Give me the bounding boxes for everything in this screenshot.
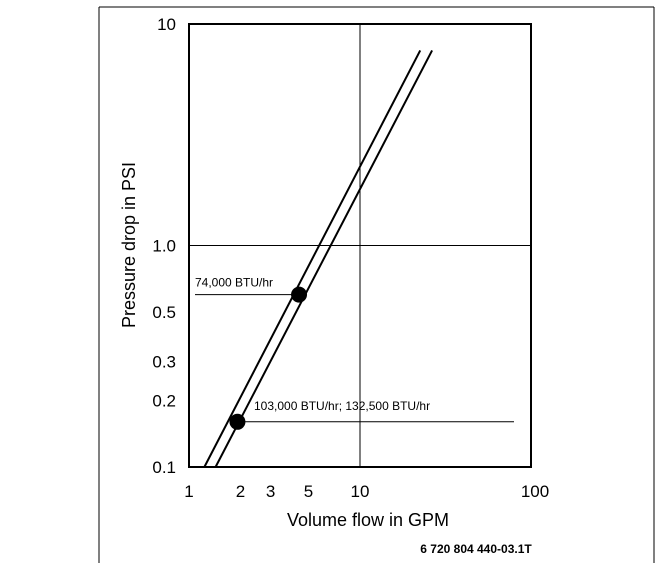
annotation-label: 74,000 BTU/hr — [195, 276, 273, 290]
y-tick-label: 0.3 — [152, 352, 176, 371]
x-tick-label: 1 — [184, 482, 193, 501]
grid-lines — [189, 24, 531, 467]
y-tick-label: 10 — [157, 15, 176, 34]
x-tick-labels: 1 2 3 5 10 100 — [184, 482, 549, 501]
x-tick-label: 10 — [351, 482, 370, 501]
y-tick-label: 0.1 — [152, 458, 176, 477]
annotation-label: 103,000 BTU/hr; 132,500 BTU/hr — [254, 399, 430, 413]
x-tick-label: 5 — [304, 482, 313, 501]
y-tick-label: 1.0 — [152, 237, 176, 256]
x-axis-title: Volume flow in GPM — [287, 510, 449, 530]
series-line-1 — [203, 49, 422, 468]
x-tick-label: 2 — [236, 482, 245, 501]
y-tick-labels: 10 1.0 0.5 0.3 0.2 0.1 — [152, 15, 176, 477]
annotation-leader-lines — [195, 294, 514, 423]
data-points — [229, 286, 308, 430]
series-lines — [203, 49, 433, 468]
y-tick-label: 0.5 — [152, 303, 176, 322]
y-axis-title: Pressure drop in PSI — [119, 162, 139, 328]
y-tick-label: 0.2 — [152, 391, 176, 410]
x-tick-label: 3 — [266, 482, 275, 501]
x-tick-label: 100 — [521, 482, 549, 501]
annotation-labels: 74,000 BTU/hr 103,000 BTU/hr; 132,500 BTU… — [195, 276, 430, 413]
figure-id: 6 720 804 440-03.1T — [420, 542, 532, 556]
data-point — [291, 286, 308, 303]
data-point — [229, 413, 246, 430]
series-line-2 — [214, 49, 433, 468]
